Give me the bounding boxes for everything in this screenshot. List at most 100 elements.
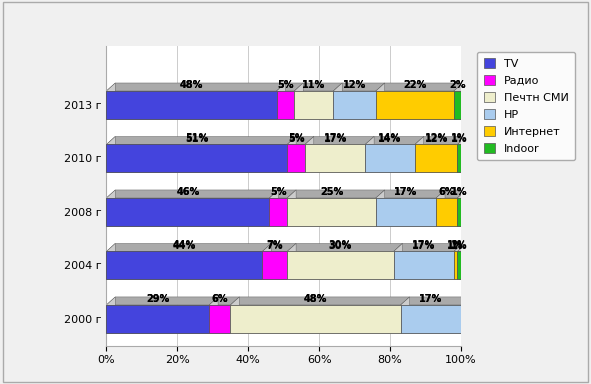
Text: 44%: 44%	[173, 240, 196, 250]
Polygon shape	[333, 83, 342, 119]
Polygon shape	[269, 190, 296, 198]
Bar	[454, 91, 461, 119]
Bar	[454, 252, 457, 279]
Text: 12%: 12%	[343, 81, 366, 91]
Text: 17%: 17%	[412, 241, 436, 251]
Bar	[106, 252, 262, 279]
Text: 14%: 14%	[378, 134, 402, 144]
Text: 46%: 46%	[176, 187, 200, 197]
Bar	[287, 144, 305, 172]
Text: 7%: 7%	[267, 240, 283, 250]
Text: 7%: 7%	[267, 241, 283, 251]
Text: 25%: 25%	[320, 187, 343, 197]
Bar	[262, 252, 287, 279]
Text: 17%: 17%	[419, 294, 443, 304]
Polygon shape	[415, 136, 424, 172]
Polygon shape	[436, 190, 466, 198]
Bar	[269, 198, 287, 226]
Polygon shape	[287, 190, 296, 226]
Text: 2%: 2%	[449, 81, 466, 91]
Polygon shape	[209, 297, 218, 333]
Bar	[287, 252, 394, 279]
Polygon shape	[106, 243, 271, 252]
Bar	[106, 91, 277, 119]
Polygon shape	[287, 243, 296, 279]
Bar	[457, 198, 461, 226]
Bar	[365, 144, 415, 172]
Bar	[436, 198, 457, 226]
Text: 1%: 1%	[451, 187, 467, 197]
Text: 48%: 48%	[180, 81, 203, 91]
Text: 1%: 1%	[447, 240, 464, 250]
Text: 25%: 25%	[320, 187, 343, 197]
Bar	[287, 144, 305, 172]
Text: 11%: 11%	[302, 80, 326, 90]
Polygon shape	[305, 136, 374, 144]
Text: 48%: 48%	[304, 294, 327, 304]
Polygon shape	[454, 83, 463, 119]
Polygon shape	[106, 297, 218, 305]
Bar	[106, 305, 209, 333]
Polygon shape	[457, 136, 466, 172]
Polygon shape	[457, 190, 470, 198]
Bar	[376, 91, 454, 119]
Polygon shape	[106, 297, 115, 333]
Polygon shape	[287, 243, 402, 252]
Text: 51%: 51%	[185, 134, 209, 144]
Polygon shape	[294, 83, 342, 91]
Text: 17%: 17%	[419, 295, 443, 305]
Bar	[394, 252, 454, 279]
Polygon shape	[401, 297, 470, 305]
Polygon shape	[287, 136, 296, 172]
Bar	[106, 198, 269, 226]
Text: 1%: 1%	[447, 241, 464, 251]
Polygon shape	[415, 136, 466, 144]
Text: 11%: 11%	[302, 81, 326, 91]
Polygon shape	[106, 83, 285, 91]
Text: 48%: 48%	[304, 295, 327, 305]
Text: 29%: 29%	[146, 295, 170, 305]
Polygon shape	[376, 83, 385, 119]
Text: 51%: 51%	[185, 133, 209, 144]
Text: 12%: 12%	[424, 134, 448, 144]
Polygon shape	[394, 243, 402, 279]
Polygon shape	[287, 190, 385, 198]
Bar	[376, 91, 454, 119]
Polygon shape	[106, 243, 115, 279]
Text: 14%: 14%	[378, 133, 402, 144]
Text: 17%: 17%	[412, 240, 436, 250]
Polygon shape	[106, 190, 115, 226]
Text: 17%: 17%	[394, 187, 418, 197]
Bar	[305, 144, 365, 172]
Text: 48%: 48%	[180, 80, 203, 90]
Bar	[305, 144, 365, 172]
Polygon shape	[454, 243, 466, 252]
Text: 17%: 17%	[323, 134, 347, 144]
Text: 6%: 6%	[212, 294, 228, 304]
Legend: TV, Радио, Печтн СМИ, НР, Интернет, Indoor: TV, Радио, Печтн СМИ, НР, Интернет, Indo…	[477, 51, 576, 160]
Polygon shape	[457, 243, 470, 252]
Bar	[294, 91, 333, 119]
Bar	[454, 252, 457, 279]
Polygon shape	[106, 83, 115, 119]
Polygon shape	[277, 83, 303, 91]
Bar	[106, 144, 287, 172]
Bar	[454, 91, 461, 119]
Bar	[394, 252, 454, 279]
Bar	[230, 305, 401, 333]
Text: 6%: 6%	[212, 295, 228, 305]
Text: 46%: 46%	[176, 187, 200, 197]
Text: 22%: 22%	[403, 80, 427, 90]
Polygon shape	[106, 136, 296, 144]
Polygon shape	[365, 136, 374, 172]
Text: 5%: 5%	[270, 187, 287, 197]
Bar	[269, 198, 287, 226]
Bar	[415, 144, 457, 172]
Bar	[401, 305, 461, 333]
Bar	[209, 305, 230, 333]
Bar	[277, 91, 294, 119]
Polygon shape	[457, 136, 470, 144]
Bar	[106, 305, 209, 333]
Bar	[365, 144, 415, 172]
Text: 6%: 6%	[439, 187, 455, 197]
